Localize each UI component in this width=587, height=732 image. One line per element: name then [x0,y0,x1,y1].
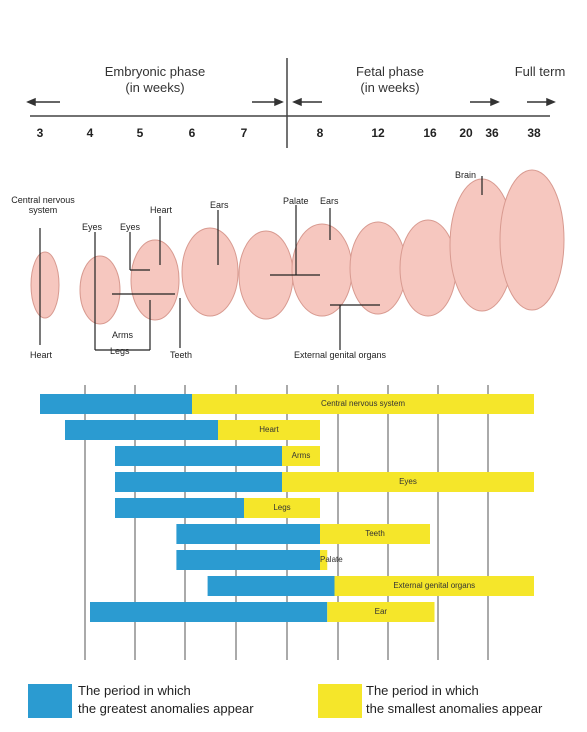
embryo-week12 [349,221,407,315]
label-external-genital-organs: External genital organs [294,350,387,360]
label-ears-1: Ears [210,200,229,210]
bar-greatest-palate [176,550,325,570]
bar-category-label: Ear [374,607,388,616]
label-central-nervous-system: Central nervous system [11,195,75,215]
label-eyes-2: Eyes [120,222,141,232]
label-heart-top: Heart [150,205,173,215]
week-label: 7 [240,126,248,140]
embryo-week4 [79,255,121,325]
bar-greatest-teeth [176,524,320,544]
week-label: 6 [188,126,196,140]
full-term-label: Full term [514,64,566,79]
embryo-week8 [291,223,353,317]
label-ears-2: Ears [320,196,339,206]
fetal-phase-unit: (in weeks) [360,80,420,95]
bar-category-label: Arms [291,451,311,460]
legend-smallest: The period in which the smallest anomali… [366,682,542,718]
embryonic-phase-unit: (in weeks) [125,80,185,95]
embryo-week38 [499,169,565,311]
bar-greatest-legs [115,498,244,518]
label-brain: Brain [455,170,477,180]
week-label: 8 [316,126,324,140]
label-heart-bottom: Heart [30,350,53,360]
label-legs: Legs [110,346,130,356]
timeline-arrows [26,97,556,107]
legend-smallest-line1: The period in which [366,683,479,698]
week-label: 38 [527,126,541,140]
legend-greatest-line1: The period in which [78,683,191,698]
embryo-illustrations [30,169,565,325]
bar-greatest-heart [65,420,218,440]
embryo-week5 [130,239,180,321]
label-arms: Arms [112,330,133,340]
embryo-week16 [399,219,457,317]
bar-category-label: Central nervous system [320,399,406,408]
label-eyes-1: Eyes [82,222,103,232]
bar-category-label: Teeth [365,529,385,538]
pointer-lines [39,176,483,351]
bar-category-label: Eyes [399,477,417,486]
fetal-phase-header: Fetal phase (in weeks) [330,64,450,96]
embryonic-phase-title: Embryonic phase [104,64,206,79]
bar-smallest-external-genital-organs [334,576,534,596]
week-label: 16 [423,126,437,140]
bar-smallest-eyes [282,472,534,492]
bar-smallest-arms [282,446,320,466]
bar-smallest-ear [327,602,435,622]
week-label: 3 [36,126,44,140]
week-label: 20 [459,126,473,140]
week-label: 4 [86,126,94,140]
bar-greatest-ear [90,602,328,622]
embryo-week3 [30,251,60,319]
bar-greatest-central-nervous-system [40,394,192,414]
legend-swatch-smallest [318,684,362,718]
legend-smallest-line2: the smallest anomalies appear [366,701,543,716]
bar-smallest-legs [244,498,320,518]
legend-swatch-greatest [28,684,72,718]
bar-greatest-external-genital-organs [207,576,335,596]
chart-bars [40,394,534,622]
label-teeth: Teeth [170,350,193,360]
embryonic-phase-header: Embryonic phase (in weeks) [90,64,220,96]
week-label: 5 [136,126,144,140]
bar-category-label: Legs [273,503,291,512]
bar-greatest-eyes [115,472,282,492]
bar-smallest-heart [218,420,320,440]
bar-category-label: Heart [259,425,279,434]
bar-smallest-teeth [320,524,430,544]
bar-smallest-palate [320,550,328,570]
bar-category-label: External genital organs [393,581,476,590]
legend-greatest-line2: the greatest anomalies appear [78,701,254,716]
week-label: 36 [485,126,499,140]
bar-greatest-arms [115,446,282,466]
legend-greatest: The period in which the greatest anomali… [78,682,254,718]
embryo-week6 [181,227,239,317]
label-palate: Palate [283,196,309,206]
bar-smallest-central-nervous-system [192,394,534,414]
fetal-phase-title: Fetal phase [356,64,424,79]
bar-category-label: Palate [320,555,343,564]
week-label: 12 [371,126,385,140]
